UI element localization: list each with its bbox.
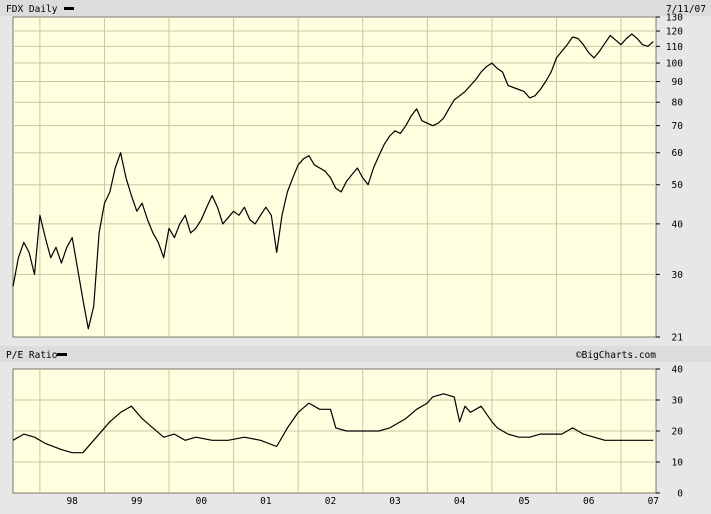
pe-header-bar [0,346,711,362]
price-chart-title: FDX Daily [6,4,58,15]
pe-y-tick-label: 30 [672,396,684,407]
bigcharts-watermark: ©BigCharts.com [576,350,656,361]
pe-series-line [12,393,654,454]
price-header-bar [0,0,711,16]
x-tick-label: 98 [66,496,78,507]
price-y-tick-label: 110 [666,42,683,53]
price-y-tick-label: 80 [672,98,684,109]
pe-y-axis: 40 30 20 10 0 [656,365,683,500]
price-y-tick-label: 100 [666,59,683,70]
price-y-tick-label: 60 [672,148,684,159]
price-y-tick-label: 120 [666,27,683,38]
x-axis: 98 99 00 01 02 03 04 05 06 07 [66,496,659,507]
pe-legend-swatch [57,353,67,356]
x-tick-label: 99 [131,496,143,507]
price-series-line [12,33,654,330]
x-tick-label: 02 [325,496,336,507]
x-tick-label: 00 [196,496,208,507]
price-y-tick-label: 130 [666,13,683,24]
price-y-tick-label: 30 [672,270,684,281]
chart-date-label: 7/11/07 [666,4,706,15]
price-y-tick-label: 21 [672,333,684,344]
price-y-axis: 130 120 110 100 90 80 70 60 50 40 30 21 [656,13,683,344]
price-y-tick-label: 90 [672,77,684,88]
pe-series-group [12,393,654,454]
x-tick-label: 05 [518,496,529,507]
pe-y-tick-label: 40 [672,365,684,376]
x-tick-label: 04 [454,496,466,507]
price-series-group [12,33,654,330]
price-y-tick-label: 70 [672,121,684,132]
x-tick-label: 03 [389,496,400,507]
x-tick-label: 01 [260,496,272,507]
x-tick-label: 07 [648,496,659,507]
price-y-tick-label: 40 [672,219,684,230]
x-tick-label: 06 [583,496,595,507]
pe-y-tick-label: 20 [672,427,684,438]
pe-chart-title: P/E Ratio [6,350,58,361]
price-y-tick-label: 50 [672,180,684,191]
pe-y-tick-label: 0 [677,489,683,500]
pe-y-tick-label: 10 [672,458,684,469]
price-legend-swatch [64,7,74,10]
price-plot-area [12,16,657,338]
